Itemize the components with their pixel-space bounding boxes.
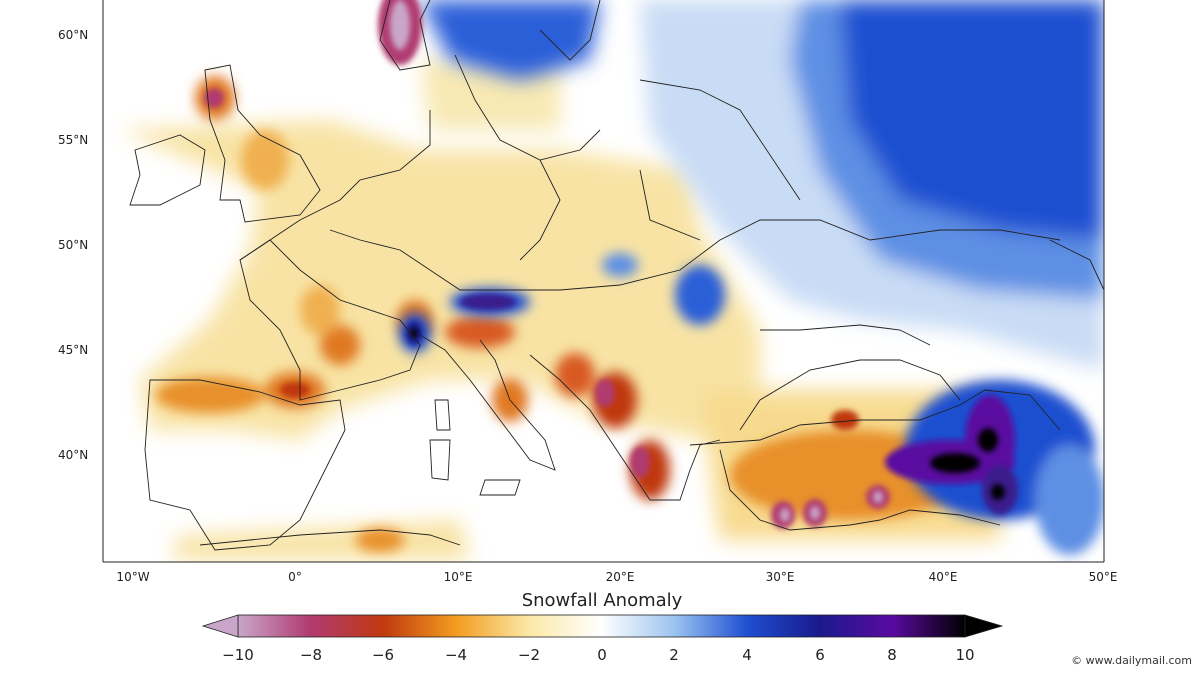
lon-label-10w: 10°W	[116, 570, 150, 584]
lon-label-0: 0°	[288, 570, 302, 584]
colorbar-tick-label: 8	[887, 646, 897, 664]
colorbar-tick-label: 0	[597, 646, 607, 664]
colorbar-tick-label: 4	[742, 646, 752, 664]
colorbar-tick-label: −10	[222, 646, 254, 664]
lon-label-10e: 10°E	[443, 570, 473, 584]
lon-label-50e: 50°E	[1088, 570, 1118, 584]
coastlines	[129, 0, 1104, 551]
lon-label-30e: 30°E	[765, 570, 795, 584]
colorbar	[201, 614, 1004, 638]
colorbar-tick-label: −8	[299, 646, 323, 664]
colorbar-tick-label: −6	[371, 646, 395, 664]
colorbar-min-extend	[201, 614, 239, 638]
colorbar-gradient	[237, 614, 966, 638]
lon-label-40e: 40°E	[928, 570, 958, 584]
lat-label-55n: 55°N	[58, 133, 89, 147]
watermark-text: www.dailymail.com	[1085, 654, 1192, 667]
colorbar-tick-label: −4	[444, 646, 468, 664]
lon-label-20e: 20°E	[605, 570, 635, 584]
colorbar-tick-label: 2	[669, 646, 679, 664]
lat-label-45n: 45°N	[58, 343, 89, 357]
colorbar-tick-label: 6	[815, 646, 825, 664]
watermark: © www.dailymail.com	[1071, 654, 1192, 667]
lat-label-60n: 60°N	[58, 28, 89, 42]
lat-label-40n: 40°N	[58, 448, 89, 462]
lat-label-50n: 50°N	[58, 238, 89, 252]
copyright-icon: ©	[1071, 654, 1083, 667]
colorbar-tick-label: 10	[955, 646, 975, 664]
colorbar-max-extend	[964, 614, 1004, 638]
anomaly-field	[120, 0, 1104, 560]
colorbar-tick-label: −2	[517, 646, 541, 664]
colorbar-title: Snowfall Anomaly	[521, 590, 683, 611]
